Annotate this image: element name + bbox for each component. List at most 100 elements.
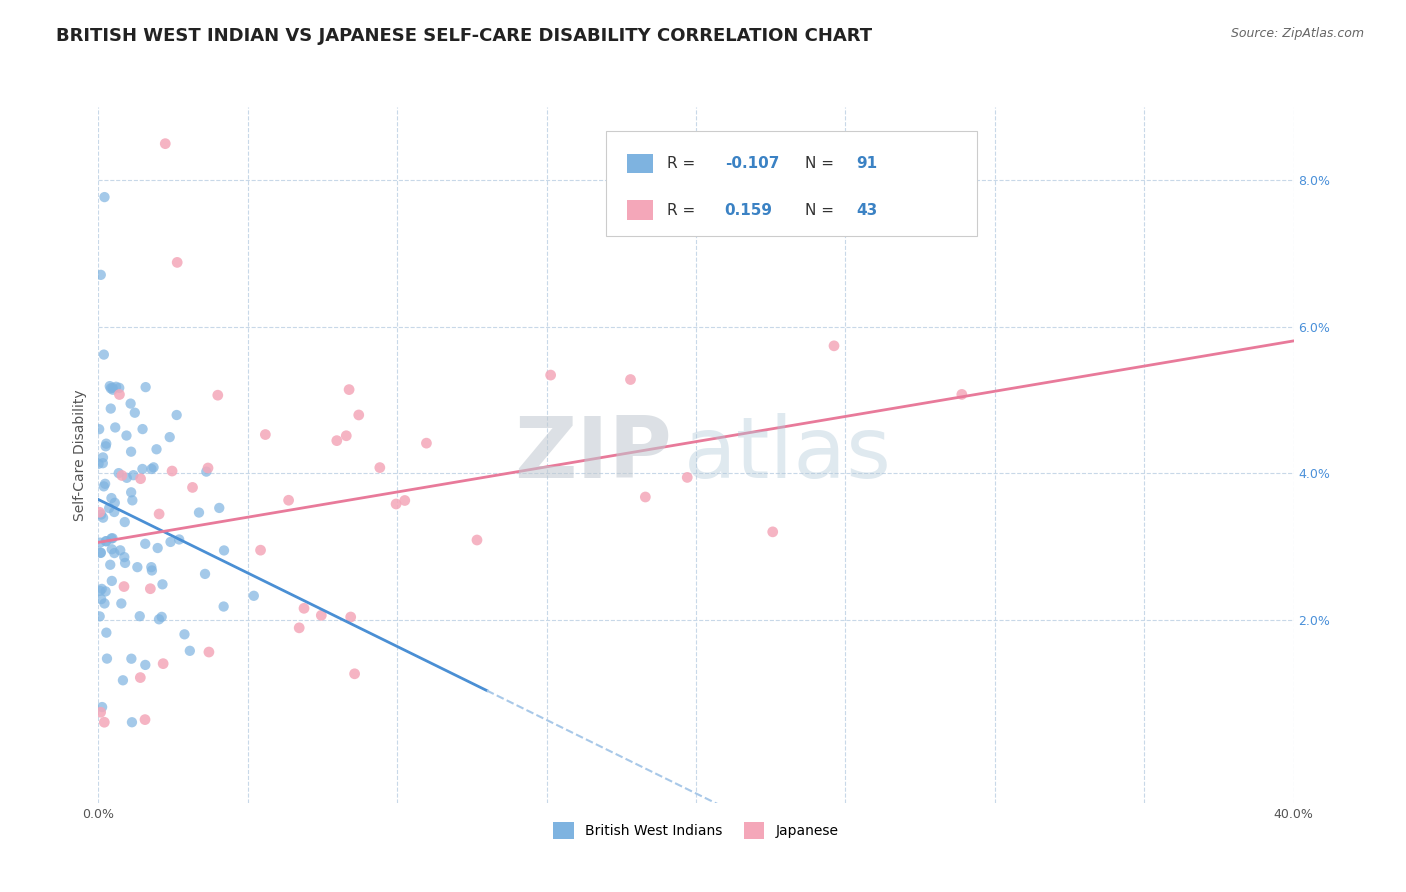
Point (150, 610, 173, 624)
Point (122, 468, 145, 483)
Point (540, 368, 562, 382)
Point (101, 381, 124, 395)
Text: R =: R = (668, 202, 700, 218)
Point (141, 560, 163, 574)
Point (96, 651, 118, 665)
Y-axis label: Self-Care Disability: Self-Care Disability (73, 389, 87, 521)
Point (94, 584, 117, 599)
Point (115, 428, 138, 442)
Point (89, 609, 111, 624)
Point (120, 485, 142, 500)
Point (188, 506, 211, 520)
Point (950, 387, 973, 401)
Point (94, 439, 117, 453)
Point (93, 190, 115, 204)
Point (101, 574, 124, 588)
Point (108, 387, 131, 401)
Point (110, 543, 132, 558)
Text: BRITISH WEST INDIAN VS JAPANESE SELF-CARE DISABILITY CORRELATION CHART: BRITISH WEST INDIAN VS JAPANESE SELF-CAR… (56, 27, 872, 45)
Point (90, 705, 112, 719)
Point (100, 532, 122, 546)
Point (120, 651, 142, 665)
Point (96, 534, 118, 549)
Point (343, 666, 366, 681)
Point (89, 422, 111, 436)
Point (110, 597, 132, 611)
Point (90, 268, 112, 282)
Point (90, 546, 112, 560)
Text: 43: 43 (856, 202, 877, 218)
Point (87, 457, 110, 471)
Point (114, 556, 136, 570)
Point (676, 470, 699, 484)
Point (94, 534, 117, 549)
Point (135, 380, 157, 394)
Point (98, 379, 121, 393)
Text: Source: ZipAtlas.com: Source: ZipAtlas.com (1230, 27, 1364, 40)
Point (823, 339, 845, 353)
Point (167, 533, 190, 547)
Point (112, 550, 135, 565)
Point (91, 510, 114, 524)
Point (368, 460, 391, 475)
Point (288, 621, 311, 635)
Point (134, 537, 156, 551)
Point (101, 383, 124, 397)
Point (337, 383, 360, 397)
Text: N =: N = (804, 156, 838, 171)
Point (89, 583, 111, 598)
Point (112, 580, 135, 594)
Point (277, 493, 299, 508)
Point (465, 533, 488, 547)
Legend: British West Indians, Japanese: British West Indians, Japanese (548, 816, 844, 845)
Point (179, 644, 201, 658)
Point (155, 136, 177, 151)
Text: N =: N = (804, 202, 838, 218)
Point (146, 541, 169, 555)
Point (173, 627, 195, 641)
Point (103, 546, 125, 560)
Point (148, 507, 170, 521)
Point (127, 560, 149, 574)
Point (152, 577, 174, 591)
Point (121, 715, 143, 730)
Point (131, 422, 153, 436)
Point (129, 671, 152, 685)
Point (166, 408, 188, 422)
Point (159, 430, 181, 444)
Text: atlas: atlas (685, 413, 891, 497)
Point (335, 429, 357, 443)
Point (134, 713, 156, 727)
Point (762, 524, 785, 539)
Point (415, 436, 437, 450)
Point (181, 480, 204, 494)
FancyBboxPatch shape (606, 131, 977, 235)
Point (89, 535, 111, 549)
Point (145, 442, 167, 457)
Point (90, 546, 112, 560)
Point (208, 500, 231, 515)
Point (347, 408, 370, 422)
Point (120, 396, 142, 410)
Point (93, 479, 115, 493)
Point (114, 515, 136, 529)
Point (90, 592, 112, 607)
Point (93, 715, 115, 730)
Point (91, 450, 114, 465)
Point (108, 381, 131, 395)
Point (93, 348, 115, 362)
Point (131, 462, 153, 476)
Point (254, 427, 277, 442)
Point (96, 625, 118, 640)
Point (121, 493, 143, 508)
Text: -0.107: -0.107 (724, 156, 779, 171)
Point (105, 380, 128, 394)
Text: R =: R = (668, 156, 700, 171)
Point (98, 558, 121, 572)
Point (111, 468, 134, 483)
Point (98, 501, 121, 516)
Point (198, 645, 221, 659)
Point (159, 535, 181, 549)
Point (212, 543, 235, 558)
Point (91, 456, 114, 470)
